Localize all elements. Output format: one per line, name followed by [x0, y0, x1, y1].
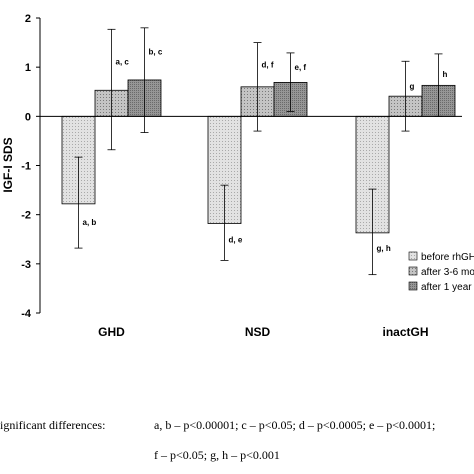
significance-label: a, b [83, 218, 97, 227]
category-label: GHD [98, 325, 125, 339]
significance-label: g [410, 82, 415, 91]
legend-swatch [408, 251, 418, 261]
footnote-line-1: a, b – p<0.00001; c – p<0.05; d – p<0.00… [154, 418, 436, 432]
significance-label: d, f [262, 61, 274, 70]
category-labels: GHD NSD inactGH [98, 325, 428, 339]
error-bars-layer [74, 27, 443, 276]
legend-label: before rhGH [421, 252, 474, 263]
bars-layer [61, 79, 456, 234]
y-tick-label: 0 [25, 111, 31, 123]
footnote-line-2: f – p<0.05; g, h – p<0.001 [154, 448, 280, 462]
significance-label: d, e [229, 235, 243, 244]
significance-label: h [443, 70, 448, 79]
significance-label: g, h [377, 244, 391, 253]
legend-label: after 1 year [421, 282, 472, 293]
legend-label: after 3-6 mo [421, 267, 474, 278]
significance-label: e, f [295, 63, 307, 72]
y-tick-label: 1 [25, 62, 31, 74]
legend-swatch [408, 266, 418, 276]
y-axis: -4 -3 -2 -1 0 1 2 [21, 13, 41, 320]
y-tick-label: -2 [21, 210, 31, 222]
legend: before rhGH after 3-6 mo after 1 year [408, 251, 474, 293]
category-label: NSD [245, 325, 271, 339]
y-axis-title: IGF-I SDS [1, 137, 15, 192]
y-tick-label: -3 [21, 259, 31, 271]
significance-label: a, c [116, 57, 130, 66]
footnote-line-1-label: ignificant differences: [0, 418, 106, 432]
annotations-layer: a, b a, c b, c d, e d, f e, f g, h g h [83, 47, 448, 253]
legend-swatch [408, 281, 418, 291]
category-label: inactGH [382, 325, 428, 339]
y-tick-label: -4 [21, 308, 32, 320]
y-tick-label: -1 [21, 161, 31, 173]
y-tick-label: 2 [25, 13, 31, 25]
significance-label: b, c [149, 47, 163, 56]
